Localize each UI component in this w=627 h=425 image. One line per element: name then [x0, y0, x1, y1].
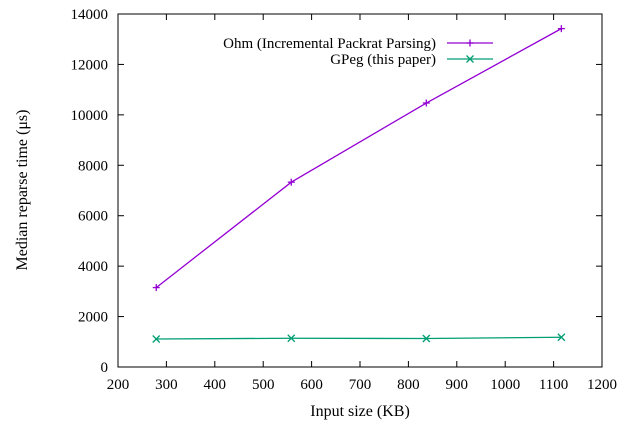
y-tick-label: 4000	[78, 259, 108, 275]
y-tick-label: 0	[101, 360, 109, 376]
x-tick-label: 1100	[539, 377, 568, 393]
x-tick-label: 800	[397, 377, 420, 393]
x-tick-label: 600	[300, 377, 323, 393]
data-point	[152, 335, 161, 343]
legend-label: GPeg (this paper)	[330, 52, 436, 68]
legend-label: Ohm (Incremental Packrat Parsing)	[223, 36, 436, 52]
axis-ticks: 200 300 400 500 600 700 800 900 1000 1100 12000200…	[71, 7, 618, 393]
legend: Ohm (Incremental Packrat Parsing)GPeg (t…	[223, 36, 493, 68]
data-point	[287, 178, 295, 186]
y-tick-label: 12000	[71, 57, 109, 73]
x-tick-label: 1200	[587, 377, 617, 393]
y-tick-label: 6000	[78, 209, 108, 225]
series-layer	[152, 25, 566, 343]
data-point	[422, 99, 430, 107]
data-point	[152, 284, 160, 292]
x-tick-label: 200	[107, 377, 130, 393]
x-tick-label: 400	[204, 377, 227, 393]
y-axis-title: Median reparse time (μs)	[14, 110, 31, 271]
legend-entry-0: Ohm (Incremental Packrat Parsing)	[223, 36, 493, 52]
data-point	[422, 334, 431, 343]
data-point	[557, 333, 566, 342]
y-tick-label: 10000	[71, 108, 109, 124]
series-line	[155, 28, 562, 289]
legend-entry-1: GPeg (this paper)	[330, 52, 493, 68]
x-tick-label: 700	[349, 377, 372, 393]
x-tick-label: 300	[155, 377, 178, 393]
legend-marker	[466, 55, 474, 63]
x-tick-label: 900	[446, 377, 469, 393]
legend-marker	[466, 39, 474, 47]
series-1	[152, 333, 566, 343]
data-point	[287, 334, 296, 343]
y-tick-label: 8000	[78, 158, 108, 174]
x-tick-label: 1000	[490, 377, 520, 393]
y-tick-label: 14000	[71, 7, 109, 23]
data-point	[557, 25, 565, 33]
y-tick-label: 2000	[78, 310, 108, 326]
x-axis-title: Input size (KB)	[310, 403, 410, 420]
series-0	[152, 25, 565, 292]
x-tick-label: 500	[252, 377, 275, 393]
series-line	[156, 336, 562, 340]
